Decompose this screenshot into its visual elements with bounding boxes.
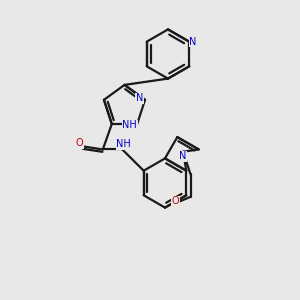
Text: N: N xyxy=(189,37,197,47)
Text: NH: NH xyxy=(116,139,131,149)
Text: N: N xyxy=(189,37,197,47)
Text: NH: NH xyxy=(122,121,137,130)
Text: N: N xyxy=(136,93,143,103)
Text: O: O xyxy=(76,138,83,148)
Text: N: N xyxy=(179,151,187,161)
Text: N: N xyxy=(136,93,143,103)
Text: O: O xyxy=(172,196,179,206)
Text: NH: NH xyxy=(122,121,137,130)
Text: O: O xyxy=(76,138,83,148)
Text: O: O xyxy=(172,196,179,206)
Text: NH: NH xyxy=(116,139,131,149)
Text: N: N xyxy=(179,151,187,161)
